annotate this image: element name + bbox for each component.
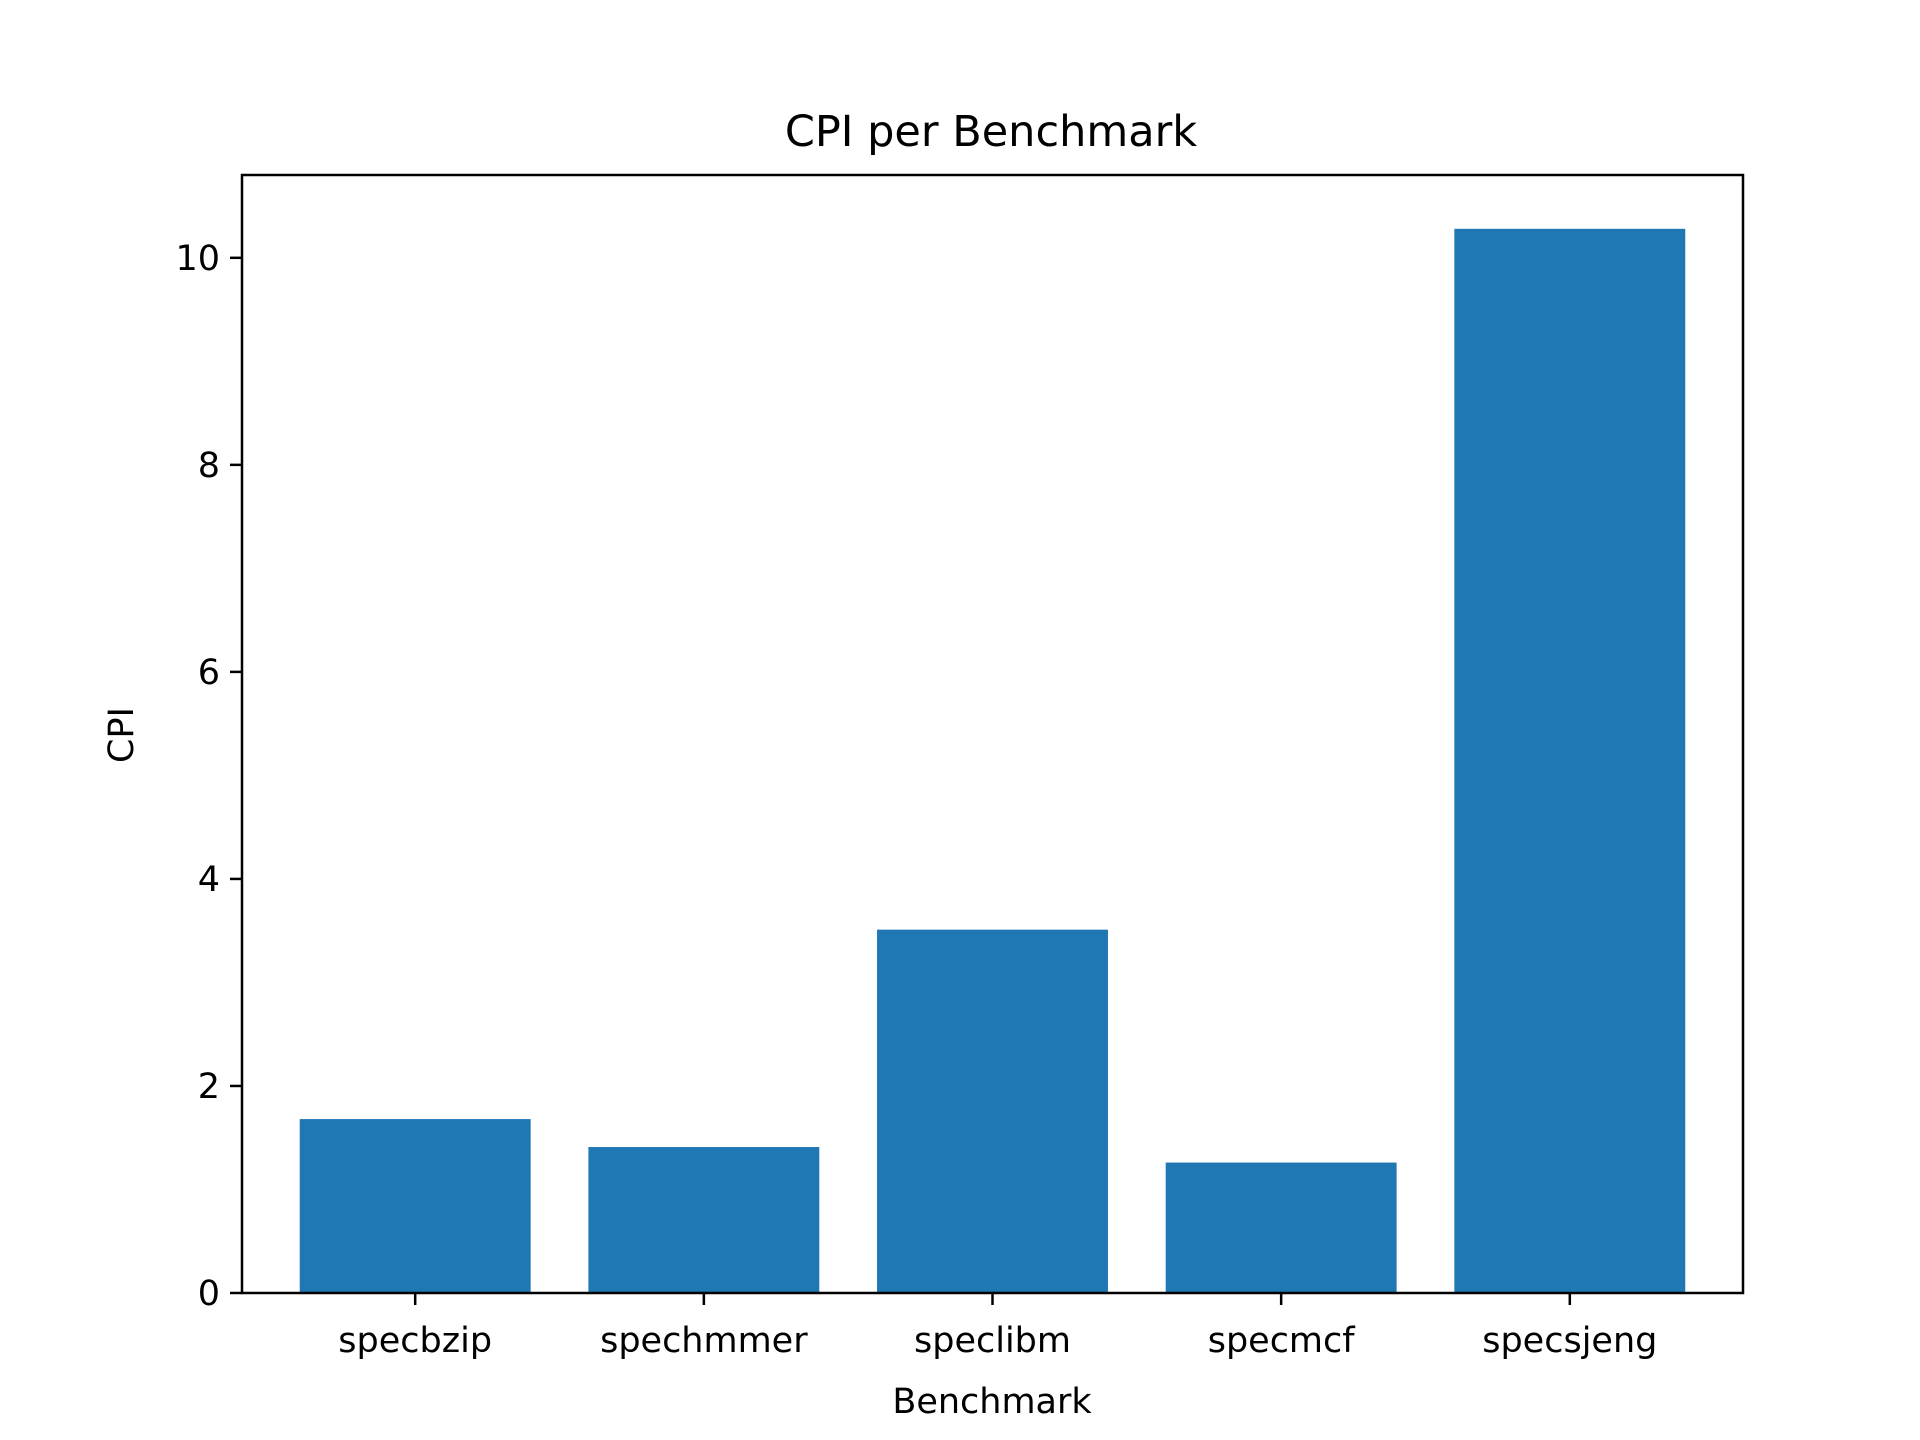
x-axis-label: Benchmark: [892, 1382, 1092, 1422]
bar-speclibm: [877, 929, 1108, 1293]
y-tick-label: 8: [198, 446, 220, 486]
x-tick-label: specbzip: [338, 1321, 492, 1361]
bar-specsjeng: [1454, 228, 1686, 1294]
y-axis-label: CPI: [102, 707, 142, 763]
y-tick-label: 4: [198, 860, 220, 900]
y-tick-label: 0: [198, 1274, 220, 1314]
bar-specbzip: [299, 1119, 531, 1293]
y-tick-label: 6: [198, 653, 220, 693]
x-tick-label: specsjeng: [1482, 1321, 1657, 1361]
y-axis: 0 2 4 6 8 10: [175, 239, 242, 1314]
x-tick-label: spechmmer: [600, 1321, 808, 1361]
x-axis: specbzip spechmmer speclibm specmcf specsjen…: [338, 1293, 1657, 1361]
y-tick-label: 2: [198, 1067, 220, 1107]
bar-spechmmer: [588, 1147, 820, 1293]
y-tick-label: 10: [175, 239, 220, 279]
x-tick-label: speclibm: [914, 1321, 1071, 1361]
x-tick-label: specmcf: [1208, 1321, 1356, 1361]
bar-specmcf: [1165, 1162, 1397, 1293]
chart-title: CPI per Benchmark: [785, 107, 1197, 157]
plot-area: [299, 228, 1686, 1294]
